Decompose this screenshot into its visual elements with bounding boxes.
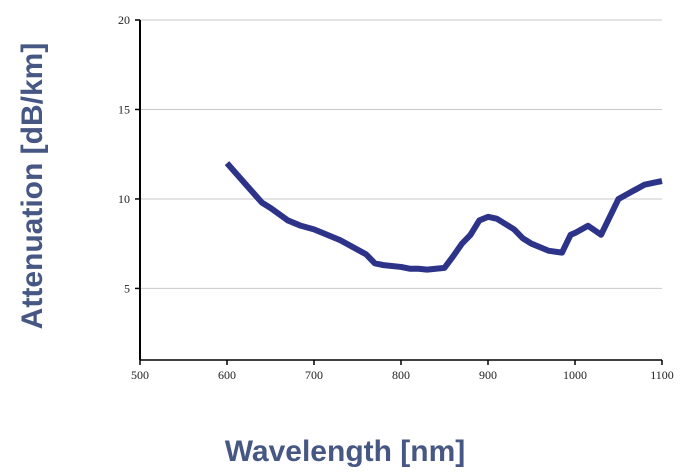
series-line-0 xyxy=(224,161,663,273)
x-tick-label-1000: 1000 xyxy=(563,368,587,382)
y-axis-title: Attenuation [dB/km] xyxy=(16,43,49,330)
y-tick-label-10: 10 xyxy=(118,192,130,206)
x-tick-label-800: 800 xyxy=(392,368,410,382)
series-layer xyxy=(224,161,663,273)
grid-lines xyxy=(140,19,662,289)
y-tick-label-20: 20 xyxy=(118,13,130,27)
x-tick-label-900: 900 xyxy=(479,368,497,382)
x-tick-label-600: 600 xyxy=(218,368,236,382)
x-tick-label-500: 500 xyxy=(131,368,149,382)
tick-labels: 5 10 15 20 500 600 700 800 900 1000 1100 xyxy=(118,13,674,382)
x-tick-label-700: 700 xyxy=(305,368,323,382)
axes xyxy=(135,19,663,365)
y-tick-label-5: 5 xyxy=(124,281,130,295)
y-tick-label-15: 15 xyxy=(118,102,130,116)
x-axis-title: Wavelength [nm] xyxy=(225,435,466,468)
x-tick-label-1100: 1100 xyxy=(650,368,674,382)
